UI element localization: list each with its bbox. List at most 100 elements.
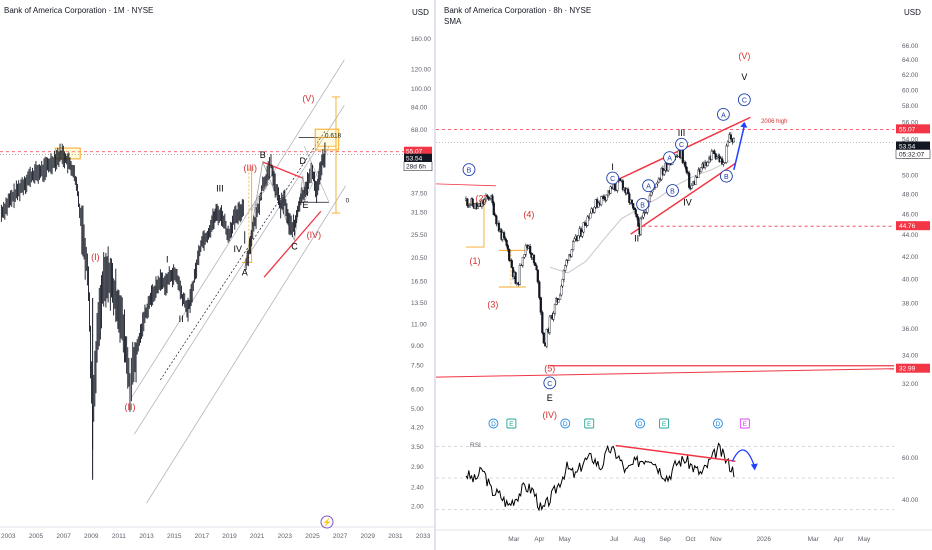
eight-hour-event-label: E [587, 421, 592, 428]
eight-hour-candle-body [536, 269, 539, 283]
eight-hour-candle-body [487, 196, 490, 200]
monthly-wave-label: (III) [244, 163, 258, 173]
pane-divider[interactable] [434, 0, 436, 550]
monthly-y-tick: 160.00 [411, 36, 431, 43]
monthly-x-tick: 2007 [56, 533, 71, 540]
eight-hour-candle-body [521, 257, 524, 266]
eight-hour-candle-body [639, 218, 642, 235]
eight-hour-candle-body [502, 232, 506, 239]
eight-hour-candle-body [583, 222, 587, 226]
eight-hour-candle-body [582, 222, 585, 233]
eight-hour-event-label: E [509, 421, 514, 428]
eight-hour-event-marker [712, 418, 723, 429]
eight-hour-wave-label: B [724, 174, 729, 181]
eight-hour-wave-label: 2006 high [761, 119, 787, 125]
eight-hour-x-tick: May [559, 536, 572, 543]
monthly-y-tick: 13.50 [411, 300, 428, 307]
eight-hour-candle-body [511, 267, 515, 277]
eight-hour-candle-body [497, 222, 501, 232]
eight-hour-candle-body [589, 212, 592, 219]
eight-hour-candle-body [561, 279, 564, 287]
monthly-wave-label: C [291, 242, 298, 252]
eight-hour-sma-line [549, 160, 730, 274]
monthly-chart[interactable]: 160.00 120.00 100.00 84.00 68.00 37.50 31.50 25… [0, 0, 434, 550]
eight-hour-wave-label: (3) [487, 300, 498, 310]
monthly-x-tick: 2017 [195, 533, 210, 540]
eight-hour-y-tick: 54.00 [902, 137, 919, 144]
eight-hour-price-tag-box [896, 363, 930, 373]
monthly-channel-upper [131, 59, 345, 398]
eight-hour-chart[interactable]: 66.0064.0062.0060.0058.0056.0054.0052.00… [436, 0, 932, 550]
monthly-orange-measure-a [241, 166, 253, 264]
monthly-y-tick: 68.00 [411, 127, 428, 134]
eight-hour-candle-body [715, 156, 719, 159]
monthly-y-tick: 31.50 [411, 209, 428, 216]
eight-hour-price-tag-box [896, 124, 930, 134]
eight-hour-wave-circle [642, 179, 655, 193]
eight-hour-wave-label: (1) [469, 256, 480, 266]
monthly-x-tick: 2003 [1, 533, 16, 540]
eight-hour-candle-body [619, 179, 622, 181]
eight-hour-candle-body [542, 332, 545, 344]
eight-hour-candle-body [577, 235, 580, 241]
eight-hour-event-label: D [491, 421, 496, 428]
rsi-divergence-line [615, 444, 736, 462]
eight-hour-price-tag: 32.99 [899, 366, 916, 373]
eight-hour-candle-body [656, 182, 659, 185]
eight-hour-candle-body [729, 134, 732, 140]
eight-hour-candle-body [581, 231, 584, 237]
eight-hour-event-label: D [563, 421, 568, 428]
monthly-x-tick: 2031 [388, 533, 403, 540]
eight-hour-candle-body [706, 161, 709, 167]
monthly-wave-label: (V) [302, 94, 314, 104]
monthly-y-tick: 2.40 [411, 484, 424, 491]
monthly-x-tick: 2023 [278, 533, 293, 540]
monthly-y-tick: 25.50 [411, 232, 428, 239]
monthly-y-tick: 7.50 [411, 363, 424, 370]
eight-hour-y-tick: 34.00 [902, 353, 919, 360]
eight-hour-candle-body [545, 329, 548, 347]
monthly-y-tick: 4.20 [411, 425, 424, 432]
monthly-price-tag-box [404, 146, 432, 156]
eight-hour-candle-body [476, 206, 480, 209]
eight-hour-y-tick: 42.00 [902, 254, 919, 261]
monthly-channel-lower [146, 185, 346, 504]
eight-hour-event-label: D [716, 421, 721, 428]
eight-hour-y-tick: 56.00 [902, 120, 919, 127]
eight-hour-candle-body [663, 170, 666, 175]
monthly-chart-pane[interactable]: 160.00 120.00 100.00 84.00 68.00 37.50 31.50 25… [0, 0, 434, 550]
monthly-y-tick: 9.00 [411, 343, 424, 350]
eight-hour-wave-label: C [679, 142, 684, 149]
eight-hour-projection-arrowhead [740, 121, 748, 128]
eight-hour-candle-body [548, 316, 551, 333]
eight-hour-x-tick: Nov [710, 536, 722, 543]
eight-hour-low-line [436, 368, 895, 378]
monthly-wave-zigzag [244, 160, 306, 269]
eight-hour-price-tag: 55.07 [899, 126, 916, 133]
monthly-wave-label: (I) [91, 252, 100, 262]
eight-hour-wave-label: (IV) [543, 410, 558, 420]
monthly-target-box-inner [317, 136, 337, 147]
monthly-wave-label: Impulse trend [249, 181, 272, 212]
eight-hour-candle-body [535, 265, 538, 271]
eight-hour-x-tick: Sep [659, 536, 671, 543]
eight-hour-wave-label: (4) [523, 209, 534, 219]
eight-hour-y-tick: 46.00 [902, 211, 919, 218]
monthly-target-box [314, 128, 340, 151]
eight-hour-candle-body [467, 205, 470, 207]
eight-hour-candle-body [514, 272, 517, 284]
eight-hour-event-marker [659, 418, 669, 429]
monthly-wave-label: 0 [346, 197, 350, 204]
eight-hour-candle-body [518, 265, 521, 285]
eight-hour-candle-body [532, 254, 536, 264]
eight-hour-candle-body [504, 237, 507, 241]
eight-hour-wave-label: (2) [475, 193, 486, 203]
rsi-y-tick: 60.00 [902, 455, 919, 462]
monthly-wave-label: E [303, 200, 309, 210]
eight-hour-candle-body [644, 212, 648, 214]
eight-hour-candle-body [529, 246, 532, 254]
eight-hour-chart-pane[interactable]: 66.0064.0062.0060.0058.0056.0054.0052.00… [436, 0, 932, 550]
eight-hour-candle-body [523, 254, 526, 258]
eight-hour-candle-body [690, 185, 693, 189]
monthly-x-tick: 2013 [139, 533, 154, 540]
